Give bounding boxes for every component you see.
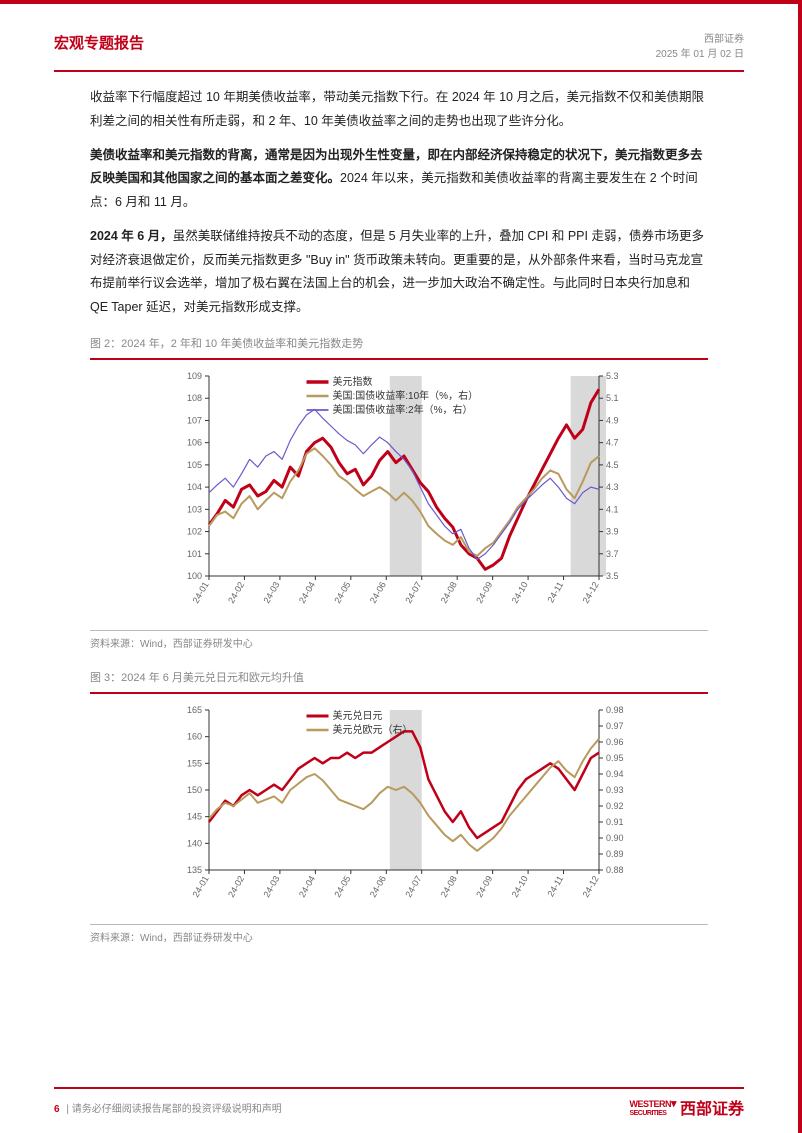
svg-text:24-11: 24-11: [545, 874, 565, 898]
svg-text:4.7: 4.7: [606, 437, 619, 447]
svg-text:24-04: 24-04: [297, 580, 317, 605]
svg-text:108: 108: [187, 393, 202, 403]
svg-text:0.93: 0.93: [606, 785, 624, 795]
svg-text:5.3: 5.3: [606, 371, 619, 381]
footer-logo: WESTERN▾ SECURITIES 西部证券: [629, 1095, 744, 1119]
svg-text:24-03: 24-03: [261, 874, 281, 899]
chart1-bottom-line: [90, 630, 708, 631]
svg-text:106: 106: [187, 437, 202, 447]
svg-text:0.91: 0.91: [606, 817, 624, 827]
svg-text:24-08: 24-08: [439, 874, 459, 899]
svg-text:24-05: 24-05: [332, 874, 352, 899]
chart2-caption: 图 3：2024 年 6 月美元兑日元和欧元均升值: [90, 668, 708, 689]
svg-text:24-01: 24-01: [191, 580, 211, 605]
svg-text:24-10: 24-10: [510, 580, 530, 605]
svg-text:4.9: 4.9: [606, 415, 619, 425]
svg-text:24-08: 24-08: [439, 580, 459, 605]
chart1-svg: 100 101 102 103 104 105 106 107 108 109 3.5 3.7 3.9 4…: [159, 366, 639, 626]
svg-text:0.92: 0.92: [606, 801, 624, 811]
svg-text:105: 105: [187, 460, 202, 470]
chart1-top-line: [90, 358, 708, 360]
logo-sub: SECURITIES: [629, 1110, 676, 1117]
chart2-box: 135 140 145 150 155 160 165 0.88 0.89 0.90 0.91 0.9…: [90, 700, 708, 920]
svg-text:5.1: 5.1: [606, 393, 619, 403]
svg-text:135: 135: [187, 865, 202, 875]
footer-divider: [54, 1087, 744, 1089]
svg-text:140: 140: [187, 838, 202, 848]
svg-text:155: 155: [187, 758, 202, 768]
svg-text:4.3: 4.3: [606, 482, 619, 492]
svg-text:24-12: 24-12: [581, 580, 601, 605]
chart1-box: 100 101 102 103 104 105 106 107 108 109 3.5 3.7 3.9 4…: [90, 366, 708, 626]
svg-text:美元兑欧元（右）: 美元兑欧元（右）: [333, 723, 413, 736]
header-meta: 西部证券 2025 年 01 月 02 日: [656, 32, 744, 62]
svg-text:150: 150: [187, 785, 202, 795]
paragraph-1: 收益率下行幅度超过 10 年期美债收益率，带动美元指数下行。在 2024 年 1…: [90, 86, 708, 134]
svg-text:24-06: 24-06: [368, 580, 388, 605]
svg-text:24-09: 24-09: [474, 874, 494, 899]
svg-text:0.89: 0.89: [606, 849, 624, 859]
page-number: 6: [54, 1104, 60, 1115]
logo-en: WESTERN▾: [629, 1097, 676, 1110]
svg-text:美国:国债收益率:10年（%，右）: 美国:国债收益率:10年（%，右）: [333, 389, 479, 402]
svg-text:24-07: 24-07: [403, 874, 423, 899]
report-type: 宏观专题报告: [54, 32, 144, 53]
svg-text:3.9: 3.9: [606, 526, 619, 536]
svg-text:104: 104: [187, 482, 202, 492]
header-divider: [54, 70, 744, 72]
svg-text:4.5: 4.5: [606, 460, 619, 470]
header-org: 西部证券: [656, 32, 744, 47]
svg-text:24-06: 24-06: [368, 874, 388, 899]
footer-text: 6 | 请务必仔细阅读报告尾部的投资评级说明和声明: [54, 1100, 282, 1115]
svg-text:160: 160: [187, 731, 202, 741]
paragraph-3: 2024 年 6 月，虽然美联储维持按兵不动的态度，但是 5 月失业率的上升，叠…: [90, 225, 708, 320]
svg-text:0.98: 0.98: [606, 705, 624, 715]
svg-text:24-01: 24-01: [191, 874, 211, 899]
p3-bold: 2024 年 6 月，: [90, 229, 173, 243]
svg-text:24-04: 24-04: [297, 874, 317, 899]
p3-rest: 虽然美联储维持按兵不动的态度，但是 5 月失业率的上升，叠加 CPI 和 PPI…: [90, 229, 704, 314]
svg-text:24-02: 24-02: [226, 874, 246, 899]
footer: 6 | 请务必仔细阅读报告尾部的投资评级说明和声明 WESTERN▾ SECUR…: [0, 1079, 798, 1133]
svg-text:145: 145: [187, 811, 202, 821]
paragraph-2: 美债收益率和美元指数的背离，通常是因为出现外生性变量，即在内部经济保持稳定的状况…: [90, 144, 708, 215]
svg-text:107: 107: [187, 415, 202, 425]
svg-text:0.90: 0.90: [606, 833, 624, 843]
svg-text:24-09: 24-09: [474, 580, 494, 605]
svg-text:美国:国债收益率:2年（%，右）: 美国:国债收益率:2年（%，右）: [333, 403, 473, 416]
svg-text:109: 109: [187, 371, 202, 381]
svg-text:0.96: 0.96: [606, 737, 624, 747]
svg-text:100: 100: [187, 571, 202, 581]
svg-text:3.5: 3.5: [606, 571, 619, 581]
chart2-svg: 135 140 145 150 155 160 165 0.88 0.89 0.90 0.91 0.9…: [159, 700, 639, 920]
svg-text:24-11: 24-11: [545, 580, 565, 604]
svg-text:0.88: 0.88: [606, 865, 624, 875]
svg-text:0.94: 0.94: [606, 769, 624, 779]
chart1-source: 资料来源：Wind，西部证券研发中心: [90, 635, 708, 654]
svg-text:24-10: 24-10: [510, 874, 530, 899]
svg-text:24-07: 24-07: [403, 580, 423, 605]
footer-disclaimer: 请务必仔细阅读报告尾部的投资评级说明和声明: [72, 1104, 282, 1115]
svg-text:24-03: 24-03: [261, 580, 281, 605]
svg-text:0.95: 0.95: [606, 753, 624, 763]
svg-text:美元指数: 美元指数: [333, 375, 373, 388]
svg-text:102: 102: [187, 526, 202, 536]
svg-text:24-02: 24-02: [226, 580, 246, 605]
logo-cn: 西部证券: [680, 1095, 744, 1119]
svg-text:103: 103: [187, 504, 202, 514]
svg-text:24-05: 24-05: [332, 580, 352, 605]
svg-text:101: 101: [187, 548, 202, 558]
chart2-bottom-line: [90, 924, 708, 925]
svg-text:3.7: 3.7: [606, 548, 619, 558]
svg-text:0.97: 0.97: [606, 721, 624, 731]
chart1-caption: 图 2：2024 年，2 年和 10 年美债收益率和美元指数走势: [90, 334, 708, 355]
svg-text:美元兑日元: 美元兑日元: [333, 709, 383, 722]
chart2-top-line: [90, 692, 708, 694]
svg-text:4.1: 4.1: [606, 504, 619, 514]
svg-text:165: 165: [187, 705, 202, 715]
svg-text:24-12: 24-12: [581, 874, 601, 899]
header-date: 2025 年 01 月 02 日: [656, 47, 744, 62]
chart2-source: 资料来源：Wind，西部证券研发中心: [90, 929, 708, 948]
